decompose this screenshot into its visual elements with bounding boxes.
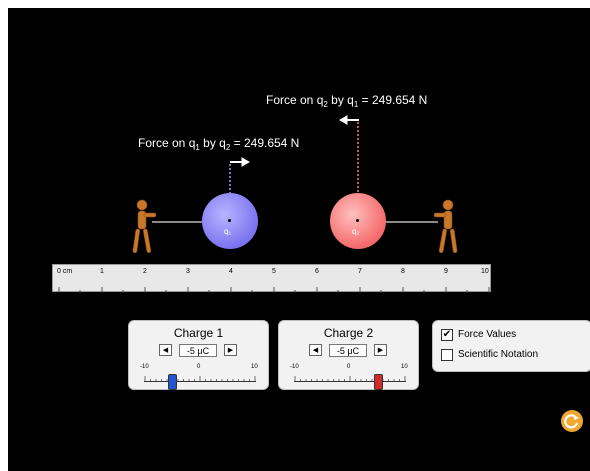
left-puller-figure xyxy=(132,199,156,254)
force-vectors xyxy=(229,115,359,221)
ruler-label-6: 6 xyxy=(315,268,319,275)
charge-q1[interactable]: q₁ xyxy=(202,193,258,249)
scientific-notation-checkbox[interactable] xyxy=(441,349,453,361)
charge-2-mid-label: 0 xyxy=(347,364,351,370)
ruler-label-1: 1 xyxy=(100,268,104,275)
charge-q2[interactable]: q₂ xyxy=(330,193,386,249)
charge-2-slider-track[interactable] xyxy=(294,381,406,382)
options-panel: ✔ Force Values Scientific Notation xyxy=(432,320,590,372)
ruler-label-0: 0 cm xyxy=(57,268,73,275)
force-arrow-q2 xyxy=(338,115,359,125)
right-puller-figure xyxy=(434,199,458,254)
ruler-label-2: 2 xyxy=(143,268,147,275)
charge-1-max-label: 10 xyxy=(251,364,258,370)
scientific-notation-label: Scientific Notation xyxy=(458,349,539,360)
charge-1-min-label: -10 xyxy=(140,364,149,370)
ruler[interactable]: 0 cm 1 2 3 4 5 6 7 8 9 10 xyxy=(52,264,491,293)
charge-1-increment-button[interactable]: ▶ xyxy=(224,344,237,356)
charge-q1-label: q₁ xyxy=(224,227,232,236)
reset-button[interactable] xyxy=(561,410,583,432)
ruler-label-7: 7 xyxy=(358,268,362,275)
charge-1-mid-label: 0 xyxy=(197,364,201,370)
checkmark-icon: ✔ xyxy=(442,329,452,340)
left-rope xyxy=(152,221,230,223)
charge-2-increment-button[interactable]: ▶ xyxy=(374,344,387,356)
ruler-label-9: 9 xyxy=(444,268,448,275)
force-arrow-q1 xyxy=(230,157,251,167)
charge-1-title: Charge 1 xyxy=(173,326,224,340)
charge-2-value-field[interactable]: -5 μC xyxy=(329,344,367,357)
charge-2-decrement-button[interactable]: ◀ xyxy=(309,344,322,356)
right-rope xyxy=(358,221,438,223)
left-arrow-icon: ◀ xyxy=(312,347,319,354)
force-values-label: Force Values xyxy=(458,329,517,340)
right-arrow-icon: ▶ xyxy=(227,347,234,354)
ruler-label-8: 8 xyxy=(401,268,405,275)
simulation-stage: Force on q2 by q1 = 249.654 N Force on q… xyxy=(8,8,590,471)
charge-2-max-label: 10 xyxy=(401,364,408,370)
ruler-label-5: 5 xyxy=(272,268,276,275)
charge-1-value-field[interactable]: -5 μC xyxy=(179,344,217,357)
charge-2-min-label: -10 xyxy=(290,364,299,370)
charge-1-panel: Charge 1 ◀ -5 μC ▶ -10 0 10 xyxy=(128,320,269,390)
charge-1-slider-ticks xyxy=(144,376,256,381)
charge-q2-label: q₂ xyxy=(352,227,360,236)
charge-2-panel: Charge 2 ◀ -5 μC ▶ -10 0 10 xyxy=(278,320,419,390)
force-on-q2-label: Force on q2 by q1 = 249.654 N xyxy=(266,93,428,109)
charge-2-slider-thumb[interactable] xyxy=(374,374,383,390)
charge-1-slider-thumb[interactable] xyxy=(168,374,177,390)
right-arrow-icon: ▶ xyxy=(377,347,384,354)
force-values-checkbox[interactable]: ✔ xyxy=(441,329,453,341)
charge-1-slider-track[interactable] xyxy=(144,381,256,382)
left-arrow-icon: ◀ xyxy=(162,347,169,354)
refresh-icon xyxy=(564,414,579,429)
charge-2-title: Charge 2 xyxy=(323,326,374,340)
force-on-q1-label: Force on q1 by q2 = 249.654 N xyxy=(138,136,300,152)
charge-2-slider-ticks xyxy=(294,376,406,381)
ruler-label-10: 10 xyxy=(481,268,489,275)
ruler-label-4: 4 xyxy=(229,268,233,275)
ruler-ticks xyxy=(58,287,490,293)
charge-1-decrement-button[interactable]: ◀ xyxy=(159,344,172,356)
ruler-label-3: 3 xyxy=(186,268,190,275)
